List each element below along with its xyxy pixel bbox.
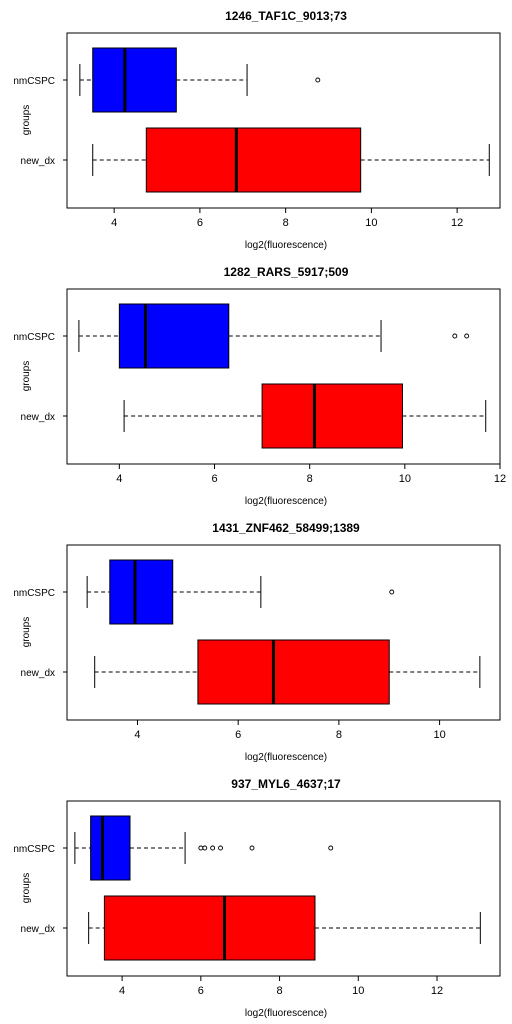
x-tick-label: 6 [198,985,204,997]
box-nmCSPC [110,560,173,624]
outlier-point [250,846,254,850]
outlier-point [203,846,207,850]
x-tick-label: 10 [352,985,364,997]
x-tick-label: 10 [399,473,411,485]
x-tick-label: 10 [433,729,445,741]
box-new_dx [104,896,315,960]
x-axis-label: log2(fluorescence) [245,240,327,251]
boxplot-svg: 1282_RARS_5917;509 4 6 8 10 12 log2(fluorescen… [0,256,512,512]
box-nmCSPC [91,816,130,880]
x-tick-label: 4 [116,473,122,485]
x-tick-label: 12 [494,473,506,485]
x-tick-label: 12 [431,985,443,997]
outlier-point [390,590,394,594]
boxplot-panel: 1246_TAF1C_9013;73 4 6 8 10 12 log2(fluorescen… [0,0,512,256]
boxplot-svg: 1431_ZNF462_58499;1389 4 6 8 10 log2(fluoresc… [0,512,512,768]
x-axis-label: log2(fluorescence) [245,496,327,507]
chart-title: 1246_TAF1C_9013;73 [225,9,347,23]
group-label: new_dx [21,412,55,423]
x-tick-label: 4 [111,217,117,229]
group-label: nmCSPC [13,332,55,343]
box-nmCSPC [119,304,228,368]
x-tick-label: 6 [235,729,241,741]
box-new_dx [146,128,360,192]
x-axis-label: log2(fluorescence) [245,752,327,763]
x-tick-label: 10 [365,217,377,229]
outlier-point [453,334,457,338]
boxplot-svg: 937_MYL6_4637;17 4 6 8 10 12 log2(fluorescence… [0,768,512,1024]
x-tick-label: 4 [119,985,125,997]
outlier-point [199,846,203,850]
outlier-point [316,78,320,82]
outlier-point [465,334,469,338]
y-axis-label: groups [21,873,32,904]
x-tick-label: 8 [336,729,342,741]
box-new_dx [262,384,402,448]
group-label: nmCSPC [13,588,55,599]
boxplot-panel: 937_MYL6_4637;17 4 6 8 10 12 log2(fluorescence… [0,768,512,1024]
boxplot-svg: 1246_TAF1C_9013;73 4 6 8 10 12 log2(fluorescen… [0,0,512,256]
box-nmCSPC [93,48,177,112]
x-tick-label: 12 [451,217,463,229]
x-tick-label: 6 [211,473,217,485]
chart-title: 1431_ZNF462_58499;1389 [212,521,360,535]
outlier-point [219,846,223,850]
box-new_dx [198,640,389,704]
y-axis-label: groups [21,617,32,648]
group-label: new_dx [21,924,55,935]
x-axis-label: log2(fluorescence) [245,1008,327,1019]
x-tick-label: 8 [283,217,289,229]
x-tick-label: 8 [277,985,283,997]
chart-title: 1282_RARS_5917;509 [224,265,349,279]
x-tick-label: 6 [197,217,203,229]
group-label: nmCSPC [13,76,55,87]
boxplot-panel: 1282_RARS_5917;509 4 6 8 10 12 log2(fluorescen… [0,256,512,512]
outlier-point [329,846,333,850]
y-axis-label: groups [21,361,32,392]
y-axis-label: groups [21,105,32,136]
outlier-point [211,846,215,850]
group-label: new_dx [21,668,55,679]
group-label: new_dx [21,156,55,167]
chart-title: 937_MYL6_4637;17 [231,777,341,791]
group-label: nmCSPC [13,844,55,855]
x-tick-label: 8 [307,473,313,485]
boxplot-panel: 1431_ZNF462_58499;1389 4 6 8 10 log2(fluoresc… [0,512,512,768]
x-tick-label: 4 [134,729,140,741]
